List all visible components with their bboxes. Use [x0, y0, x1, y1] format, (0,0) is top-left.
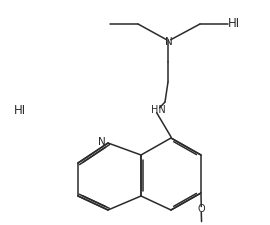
Text: O: O — [197, 204, 205, 214]
Text: N: N — [98, 137, 106, 147]
Text: HN: HN — [151, 105, 165, 115]
Text: HI: HI — [228, 17, 239, 30]
Text: HI: HI — [14, 104, 26, 117]
Text: N: N — [165, 37, 173, 47]
